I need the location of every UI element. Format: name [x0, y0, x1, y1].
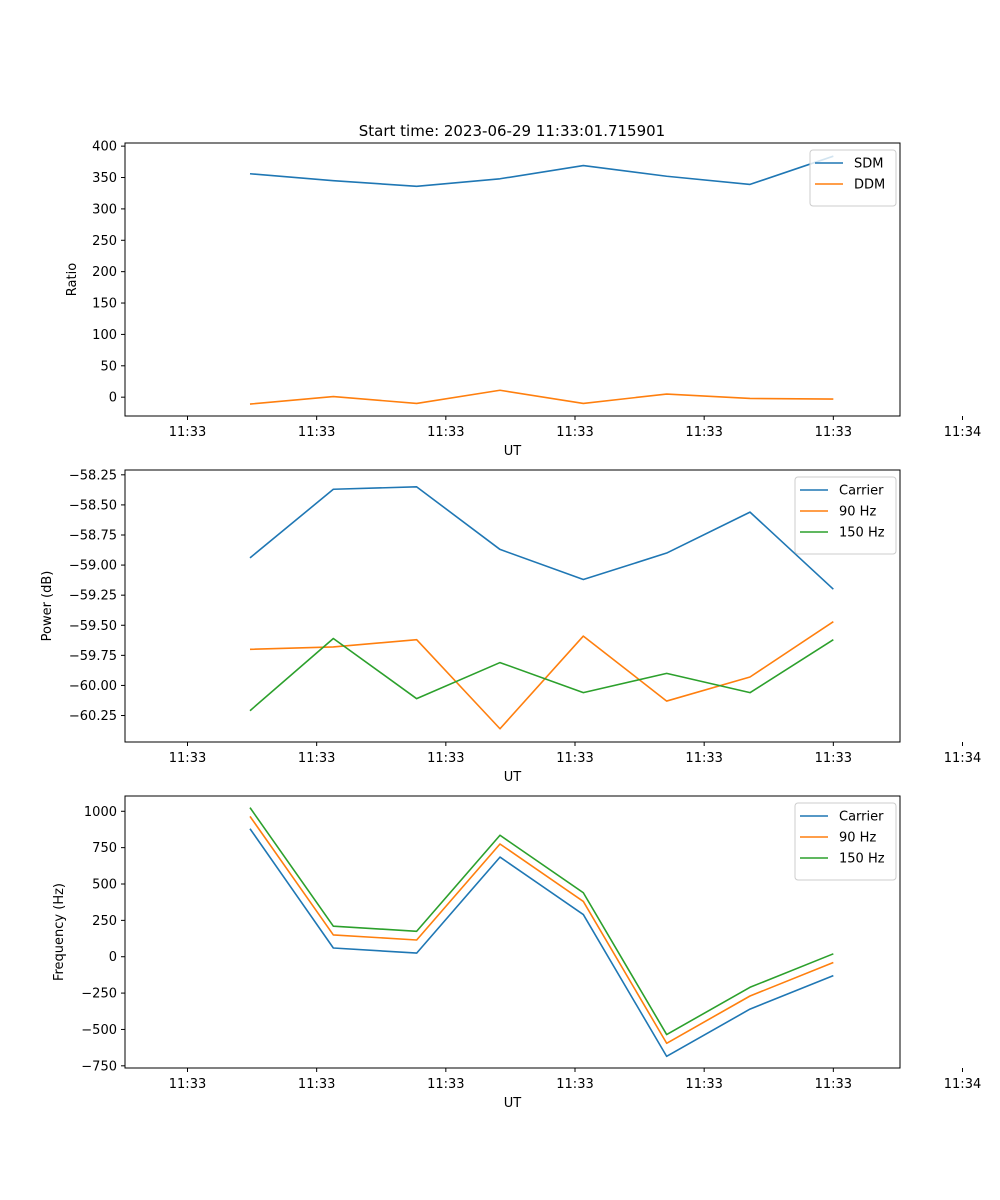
y-axis-label: Power (dB) — [40, 571, 55, 642]
y-tick-label: 50 — [100, 359, 117, 374]
y-tick-label: 200 — [92, 265, 117, 280]
x-tick-label: 11:34 — [944, 751, 981, 766]
y-tick-label: −59.25 — [69, 589, 117, 604]
y-tick-label: −59.75 — [69, 649, 117, 664]
y-tick-label: −500 — [81, 1023, 117, 1038]
legend: SDM DDM — [809, 149, 897, 207]
series-line-carrier — [249, 828, 834, 1058]
x-tick-label: 11:33 — [815, 1077, 852, 1092]
axes-frame — [124, 795, 901, 1069]
y-tick-label: −59.00 — [69, 559, 117, 574]
legend-box — [794, 802, 897, 881]
y-tick-label: −58.75 — [69, 528, 117, 543]
y-tick-label: 150 — [92, 297, 117, 312]
x-axis-label: UT — [504, 444, 522, 459]
legend: Carrier 90 Hz 150 Hz — [794, 802, 897, 881]
series-line-150-hz — [249, 637, 834, 712]
y-tick-label: 250 — [92, 914, 117, 929]
legend-entry: 150 Hz — [839, 526, 885, 541]
series-line-150-hz — [249, 807, 834, 1036]
y-tick-label: 750 — [92, 841, 117, 856]
x-tick-label: 11:33 — [685, 751, 722, 766]
y-tick-label: −60.25 — [69, 709, 117, 724]
y-tick-label: −58.25 — [69, 468, 117, 483]
y-axis-label: Ratio — [65, 263, 80, 296]
y-tick-label: −59.50 — [69, 619, 117, 634]
x-tick-label: 11:33 — [427, 751, 464, 766]
x-tick-label: 11:33 — [169, 1077, 206, 1092]
x-tick-label: 11:33 — [556, 425, 593, 440]
legend-entry: SDM — [854, 157, 883, 172]
y-tick-label: −58.50 — [69, 498, 117, 513]
y-tick-label: 250 — [92, 234, 117, 249]
y-tick-label: 500 — [92, 878, 117, 893]
x-tick-label: 11:33 — [169, 425, 206, 440]
x-tick-label: 11:34 — [944, 1077, 981, 1092]
x-tick-label: 11:33 — [556, 1077, 593, 1092]
figure-title: Start time: 2023-06-29 11:33:01.715901 — [359, 122, 665, 140]
series-line-sdm — [249, 155, 834, 188]
series-line-90-hz — [249, 815, 834, 1045]
y-tick-label: 0 — [109, 391, 117, 406]
y-tick-label: −60.00 — [69, 679, 117, 694]
x-tick-label: 11:33 — [169, 751, 206, 766]
x-tick-label: 11:33 — [298, 425, 335, 440]
legend-entry: Carrier — [839, 810, 884, 825]
x-tick-label: 11:33 — [556, 751, 593, 766]
legend-entry: DDM — [854, 178, 885, 193]
legend-box — [794, 476, 897, 555]
y-tick-label: 300 — [92, 202, 117, 217]
legend-entry: 150 Hz — [839, 852, 885, 867]
legend-box — [809, 149, 897, 207]
ratio-panel: 0 50 100 150 200 250 300 350 400 11:33 11:33 11:33 1… — [65, 140, 981, 459]
y-tick-label: 1000 — [84, 805, 117, 820]
x-tick-label: 11:34 — [944, 425, 981, 440]
legend-entry: Carrier — [839, 484, 884, 499]
y-tick-label: −250 — [81, 987, 117, 1002]
frequency-panel: −750 −500 −250 0 250 500 750 1000 11:33 11:33 11:3… — [52, 795, 981, 1111]
y-tick-label: 350 — [92, 171, 117, 186]
legend-entry: 90 Hz — [839, 831, 876, 846]
legend: Carrier 90 Hz 150 Hz — [794, 476, 897, 555]
x-tick-label: 11:33 — [815, 751, 852, 766]
y-tick-label: 0 — [109, 950, 117, 965]
x-tick-label: 11:33 — [298, 751, 335, 766]
series-line-carrier — [249, 486, 834, 590]
power-panel: −60.25 −60.00 −59.75 −59.50 −59.25 −59.00 −58.… — [40, 468, 981, 785]
legend-entry: 90 Hz — [839, 505, 876, 520]
x-axis-label: UT — [504, 770, 522, 785]
x-tick-label: 11:33 — [427, 1077, 464, 1092]
x-tick-label: 11:33 — [685, 425, 722, 440]
y-tick-label: −750 — [81, 1059, 117, 1074]
x-tick-label: 11:33 — [427, 425, 464, 440]
series-line-ddm — [249, 389, 834, 405]
x-tick-label: 11:33 — [815, 425, 852, 440]
series-line-90-hz — [249, 620, 834, 730]
x-tick-label: 11:33 — [298, 1077, 335, 1092]
y-axis-label: Frequency (Hz) — [52, 883, 67, 981]
x-axis-label: UT — [504, 1096, 522, 1111]
axes-frame — [124, 142, 901, 417]
y-tick-label: 100 — [92, 328, 117, 343]
y-tick-label: 400 — [92, 140, 117, 155]
axes-frame — [124, 469, 901, 743]
x-tick-label: 11:33 — [685, 1077, 722, 1092]
